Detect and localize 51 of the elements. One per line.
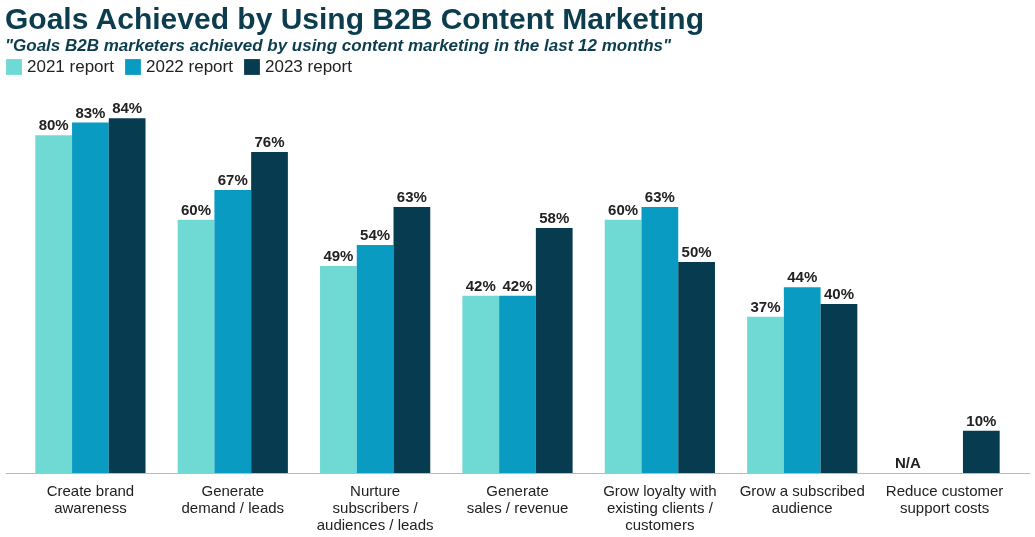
x-tick-label: Nurture subscribers / audiences / leads — [316, 481, 434, 533]
bar — [747, 316, 784, 473]
bar — [678, 261, 715, 473]
data-label: 63% — [644, 188, 675, 205]
bar — [604, 219, 642, 473]
data-label: 49% — [323, 247, 354, 265]
legend-label: 2023 report — [265, 57, 353, 76]
text: N/A — [894, 454, 921, 471]
bar — [214, 190, 252, 473]
bar — [108, 118, 146, 473]
x-tick-label: Grow loyalty with existing clients / customers — [603, 481, 717, 533]
legend-label: 2022 report — [146, 57, 234, 76]
data-label: 37% — [750, 297, 781, 315]
data-label: 67% — [217, 171, 248, 189]
bar — [177, 219, 215, 473]
bar — [535, 228, 573, 473]
legend-label: 2021 report — [27, 57, 115, 76]
bar — [499, 295, 536, 473]
data-label: 50% — [681, 242, 712, 260]
x-tick-label: Reduce customer support costs — [885, 481, 1004, 516]
bar — [72, 122, 109, 473]
x-tick-label: Generate demand / leads — [181, 481, 285, 516]
data-label: 83% — [75, 103, 106, 121]
data-label: 42% — [502, 276, 533, 294]
bar — [783, 287, 821, 473]
bar — [320, 266, 357, 473]
data-label: 10% — [966, 411, 997, 429]
bar — [462, 295, 500, 473]
data-label: 60% — [608, 200, 639, 218]
bar — [356, 245, 394, 473]
chart-title: Goals Achieved by Using B2B Content Marketing — [5, 2, 705, 35]
data-label: 42% — [465, 276, 496, 294]
bar — [820, 304, 858, 473]
data-label: 84% — [112, 99, 143, 117]
chart-subtitle: "Goals B2B marketers achieved by using content marketing in the last 12 months" — [5, 36, 673, 55]
data-label: 80% — [38, 116, 69, 134]
bar — [962, 430, 1000, 473]
bar — [35, 135, 73, 473]
data-label: 63% — [396, 188, 427, 205]
bar — [641, 207, 679, 473]
data-label: 54% — [360, 226, 391, 243]
data-label: 40% — [823, 285, 854, 303]
bar — [393, 207, 431, 473]
x-tick-label: Generate sales / revenue — [466, 481, 569, 516]
data-label: 60% — [181, 200, 212, 218]
data-label: 44% — [787, 268, 818, 286]
data-label: 58% — [539, 209, 570, 227]
x-tick-label: Grow a subscribed audience — [739, 481, 865, 516]
bar — [251, 152, 288, 473]
x-tick-label: Create brand awareness — [46, 481, 135, 516]
data-label: 76% — [254, 133, 285, 151]
